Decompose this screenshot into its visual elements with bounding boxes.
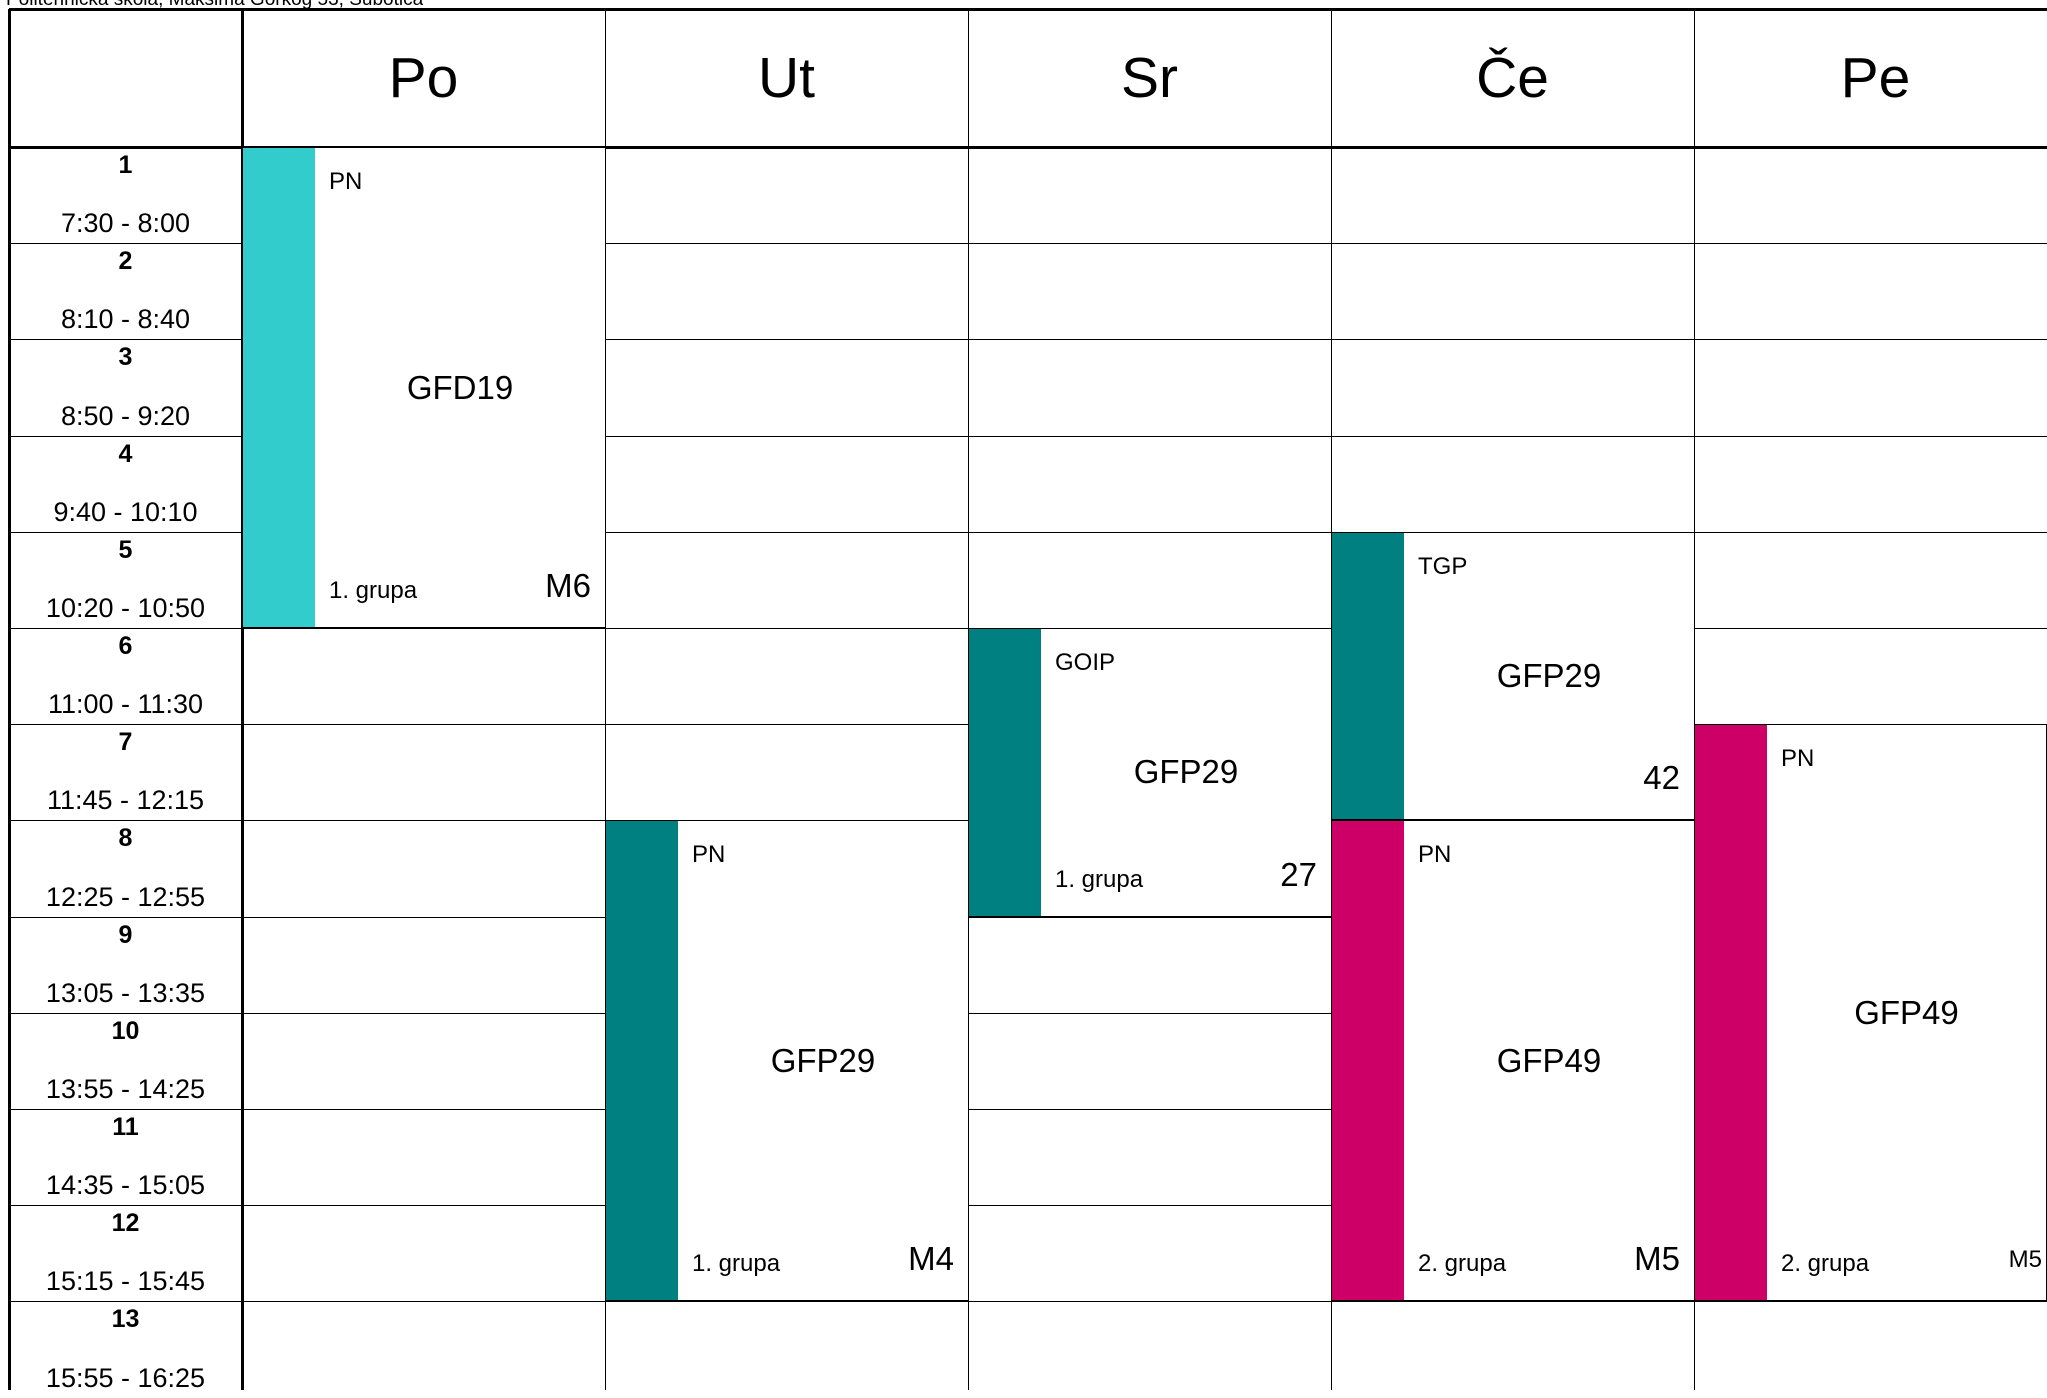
lesson-block[interactable]: PN GFP29 1. grupa M4	[605, 820, 969, 1302]
day-header: Po	[388, 46, 459, 110]
period-cell: 13 15:55 - 16:25	[9, 1301, 242, 1397]
lesson-color-bar	[1695, 725, 1767, 1301]
school-header: Politehnička škola, Maksima Gorkog 53, S…	[6, 0, 423, 9]
period-cell: 3 8:50 - 9:20	[9, 339, 242, 435]
grid-line	[9, 1109, 2047, 1110]
period-number: 9	[118, 920, 133, 949]
lesson-class: GFP29	[1496, 657, 1602, 695]
grid-line	[9, 916, 2047, 918]
period-time: 15:15 - 15:45	[45, 1266, 206, 1297]
lesson-block[interactable]: PN GFD19 1. grupa M6	[242, 147, 606, 628]
day-header: Sr	[1121, 46, 1178, 110]
grid-line	[9, 8, 2047, 11]
grid-line	[9, 1205, 2047, 1207]
lesson-group: 1. grupa	[692, 1250, 781, 1278]
period-number: 6	[118, 632, 133, 660]
lesson-group: 1. grupa	[329, 577, 418, 604]
day-header: Pe	[1840, 46, 1911, 110]
grid-line	[9, 243, 2047, 245]
period-cell: 9 13:05 - 13:35	[9, 917, 242, 1013]
lesson-class: GFP29	[1133, 753, 1239, 791]
period-cell: 5 10:20 - 10:50	[9, 532, 242, 628]
lesson-subject: PN	[692, 841, 726, 869]
period-time: 15:55 - 16:25	[45, 1362, 206, 1393]
period-number: 11	[112, 1113, 139, 1141]
lesson-room: M5	[2008, 1246, 2042, 1274]
grid-line	[9, 531, 2047, 533]
period-cell: 10 13:55 - 14:25	[9, 1013, 242, 1109]
lesson-class: GFD19	[406, 368, 514, 406]
lesson-room: 42	[1643, 759, 1680, 797]
period-time: 7:30 - 8:00	[60, 208, 191, 239]
lesson-subject: PN	[1418, 841, 1452, 869]
period-cell: 2 8:10 - 8:40	[9, 243, 242, 339]
lesson-class: GFP29	[770, 1041, 876, 1079]
lesson-group: 1. grupa	[1055, 865, 1144, 893]
lesson-color-bar	[1332, 821, 1404, 1301]
period-number: 12	[111, 1209, 140, 1238]
lesson-block[interactable]: TGP GFP29 42	[1331, 531, 1695, 821]
period-time: 11:45 - 12:15	[46, 785, 205, 816]
period-number: 10	[111, 1016, 140, 1045]
period-cell: 11 14:35 - 15:05	[9, 1109, 242, 1205]
lesson-color-bar	[969, 629, 1041, 916]
lesson-group: 2. grupa	[1418, 1250, 1507, 1278]
grid-line	[241, 9, 244, 1390]
lesson-block[interactable]: PN GFP49 2. grupa M5	[1331, 820, 1695, 1302]
period-cell: 1 7:30 - 8:00	[9, 147, 242, 243]
grid-line	[9, 435, 2047, 437]
period-cell: 6 11:00 - 11:30	[9, 628, 242, 724]
period-time: 13:05 - 13:35	[45, 977, 206, 1008]
period-time: 10:20 - 10:50	[45, 592, 206, 623]
lesson-block[interactable]: GOIP GFP29 1. grupa 27	[968, 628, 1332, 917]
lesson-subject: PN	[1781, 745, 1815, 773]
lesson-subject: PN	[329, 168, 363, 195]
grid-line	[605, 9, 606, 1390]
lesson-room: 27	[1280, 855, 1317, 893]
period-time: 9:40 - 10:10	[53, 496, 198, 527]
period-time: 12:25 - 12:55	[45, 881, 206, 912]
period-number: 3	[118, 343, 133, 372]
lesson-room: M6	[545, 567, 591, 604]
period-time: 8:50 - 9:20	[60, 400, 191, 431]
lesson-block[interactable]: PN GFP49 2. grupa M5	[1694, 724, 2047, 1302]
lesson-color-bar	[606, 821, 678, 1301]
period-cell: 8 12:25 - 12:55	[9, 820, 242, 916]
period-number: 13	[111, 1305, 140, 1334]
lesson-subject: TGP	[1418, 552, 1468, 580]
day-header: Ut	[758, 46, 815, 110]
period-number: 7	[118, 728, 133, 757]
lesson-color-bar	[243, 148, 315, 627]
period-cell: 4 9:40 - 10:10	[9, 436, 242, 532]
grid-line	[9, 1301, 2047, 1303]
lesson-room: M4	[908, 1240, 954, 1278]
grid-line	[8, 9, 11, 1390]
day-header: Če	[1476, 46, 1549, 110]
lesson-color-bar	[1332, 532, 1404, 820]
lesson-class: GFP49	[1854, 993, 1959, 1031]
period-cell: 12 15:15 - 15:45	[9, 1205, 242, 1301]
lesson-room: M5	[1634, 1240, 1680, 1278]
period-time: 8:10 - 8:40	[60, 304, 191, 335]
period-time: 14:35 - 15:05	[45, 1170, 206, 1201]
grid-line	[9, 1012, 2047, 1014]
period-number: 1	[118, 151, 133, 179]
period-number: 5	[118, 535, 133, 564]
period-number: 2	[118, 247, 133, 276]
lesson-group: 2. grupa	[1781, 1250, 1870, 1278]
period-cell: 7 11:45 - 12:15	[9, 724, 242, 820]
grid-line	[9, 146, 2047, 149]
lesson-class: GFP49	[1496, 1041, 1602, 1079]
period-time: 11:00 - 11:30	[47, 689, 204, 720]
period-time: 13:55 - 14:25	[45, 1073, 206, 1104]
period-number: 4	[118, 439, 133, 468]
lesson-subject: GOIP	[1055, 649, 1116, 676]
period-number: 8	[118, 824, 133, 853]
grid-line	[9, 339, 2047, 341]
